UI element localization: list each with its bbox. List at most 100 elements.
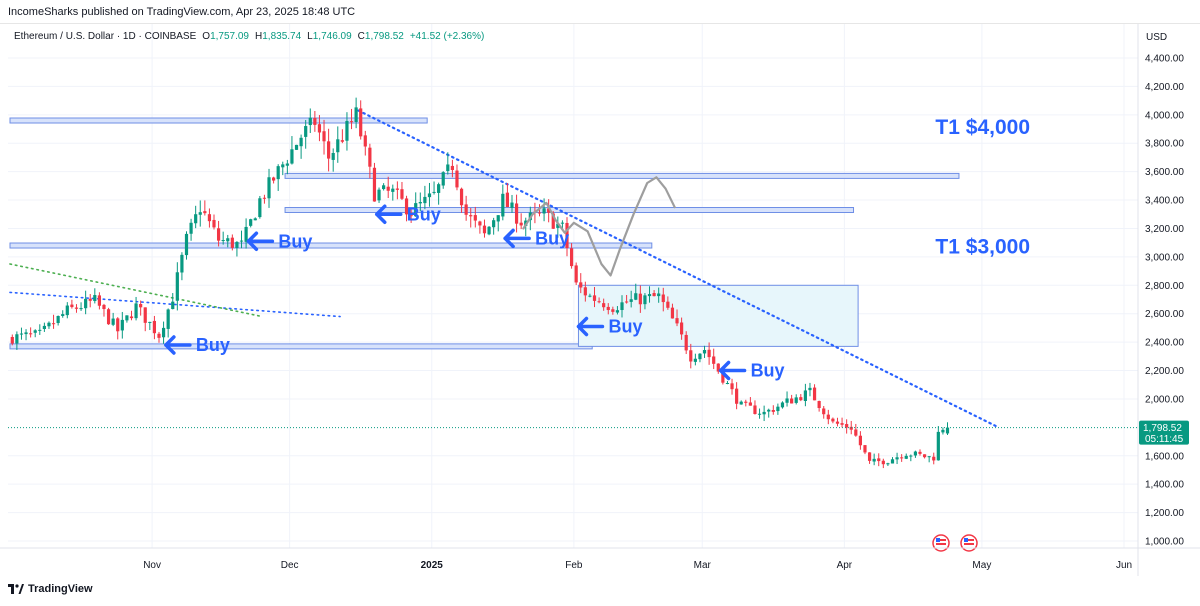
published-text: IncomeSharks published on TradingView.co… (8, 6, 356, 18)
candle-body (143, 307, 147, 323)
buy-arrow-icon (718, 360, 747, 381)
bar-countdown-label: 05:11:45 (1145, 434, 1184, 445)
y-tick-label: 3,400.00 (1145, 196, 1184, 207)
candle-body (900, 457, 904, 459)
candle-body (79, 308, 83, 310)
annotations: Buy Buy Buy Buy Buy Buy T1 $4,000 T1 $3,000 (8, 116, 1138, 552)
x-tick-label: Jun (1116, 560, 1132, 571)
candle-body (432, 191, 436, 193)
candle-body (478, 221, 482, 226)
candle-body (148, 321, 152, 323)
tradingview-logo[interactable]: TradingView (8, 583, 93, 599)
candle-body (446, 164, 450, 172)
candle-body (207, 214, 212, 222)
candle-body (496, 215, 500, 222)
candle-body (615, 310, 620, 313)
y-tick-label: 1,000.00 (1145, 537, 1184, 548)
candle-body (42, 325, 46, 329)
candle-body (331, 152, 335, 160)
trendlines (9, 109, 997, 428)
y-tick-label: 2,000.00 (1145, 394, 1184, 405)
candle-body (349, 121, 354, 123)
economic-event-icon[interactable] (960, 534, 978, 552)
candle-body (505, 192, 510, 208)
candle-body (680, 322, 684, 335)
candle-body (799, 397, 803, 401)
candle-body (757, 413, 762, 415)
x-tick-label: Mar (694, 560, 712, 571)
candles (10, 97, 950, 469)
candle-body (414, 203, 418, 217)
candle-body (327, 141, 331, 159)
economic-event-icon[interactable] (932, 534, 950, 552)
y-tick-label: 2,800.00 (1145, 281, 1184, 292)
candle-body (514, 203, 519, 224)
candle-body (285, 163, 289, 166)
candle-body (845, 424, 849, 428)
candle-body (936, 431, 940, 461)
candle-body (276, 166, 280, 180)
tradingview-brand: TradingView (28, 583, 93, 595)
candle-body (482, 225, 487, 234)
candle-body (831, 418, 835, 422)
candle-body (216, 228, 221, 241)
x-tick-label: 2025 (421, 560, 444, 571)
candle-body (106, 309, 111, 325)
candle-body (437, 184, 441, 193)
grid (8, 24, 1138, 548)
candle-body (771, 410, 775, 412)
candle-body (822, 408, 826, 415)
current-price-label: 1,798.52 (1143, 423, 1182, 434)
candle-body (487, 226, 491, 235)
candle-body (139, 304, 143, 308)
candle-body (111, 318, 115, 325)
candle-body (588, 295, 592, 297)
candle-body (767, 409, 771, 412)
currency-label: USD (1146, 32, 1167, 43)
candle-body (10, 336, 14, 344)
candle-body (395, 188, 399, 190)
candle-body (161, 327, 166, 338)
candle-body (400, 189, 404, 199)
candle-body (134, 303, 138, 319)
candle-body (473, 215, 477, 221)
candle-body (707, 349, 711, 358)
symbol-name: Ethereum / U.S. Dollar · 1D · COINBASE (14, 31, 197, 42)
candle-body (47, 322, 51, 327)
horizontal-bands (9, 117, 960, 350)
buy-annotation: Buy (246, 231, 312, 251)
top-bar: IncomeSharks published on TradingView.co… (0, 0, 1200, 24)
y-tick-label: 3,600.00 (1145, 167, 1184, 178)
candle-body (184, 233, 189, 256)
buy-annotation: Buy (503, 228, 569, 248)
candle-body (51, 323, 56, 325)
y-tick-label: 3,000.00 (1145, 252, 1184, 263)
buy-annotation: Buy (718, 360, 785, 381)
candle-body (345, 120, 349, 141)
candle-body (377, 189, 381, 201)
candle-body (666, 301, 670, 308)
close-value: 1,798.52 (364, 31, 404, 42)
projection-sketch (522, 176, 676, 277)
candle-body (253, 218, 257, 221)
y-tick-label: 3,800.00 (1145, 139, 1184, 150)
y-tick-label: 1,200.00 (1145, 508, 1184, 519)
x-tick-label: May (972, 560, 991, 571)
target-label: T1 $4,000 (935, 116, 1030, 139)
close-label: C (357, 31, 365, 42)
support-resistance-band (9, 343, 593, 350)
candle-body (753, 405, 757, 414)
y-tick-label: 1,600.00 (1145, 451, 1184, 462)
y-tick-label: 2,400.00 (1145, 338, 1184, 349)
candle-body (712, 356, 716, 364)
candle-body (281, 164, 285, 168)
candle-body (404, 198, 409, 215)
candle-body (904, 455, 908, 459)
candle-body (226, 238, 230, 242)
y-tick-label: 4,000.00 (1145, 110, 1184, 121)
candle-body (583, 287, 587, 296)
candle-body (652, 293, 656, 297)
candle-body (120, 319, 124, 331)
buy-annotation: Buy (374, 204, 441, 224)
